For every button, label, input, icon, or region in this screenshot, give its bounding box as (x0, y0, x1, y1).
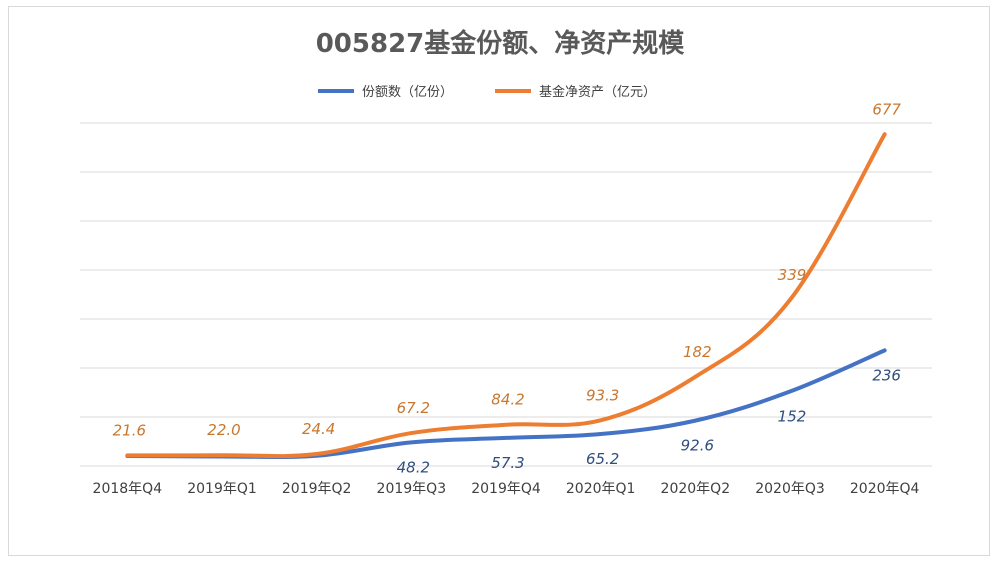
data-label-shares: 57.3 (491, 454, 524, 472)
legend-label-shares: 份额数（亿份） (362, 85, 453, 100)
series-line-nav (125, 132, 887, 459)
data-label-nav: 339 (778, 266, 807, 284)
data-label-shares: 65.2 (586, 450, 619, 468)
data-label-nav: 67.2 (397, 399, 430, 417)
x-axis-ticks: 2018年Q4 2019年Q1 2019年Q2 2019年Q3 2019年Q4 2020年… (93, 481, 920, 497)
series-lines (125, 132, 887, 460)
data-label-nav: 677 (872, 100, 901, 118)
x-tick-label: 2019年Q1 (187, 481, 257, 497)
chart-title: 005827基金份额、净资产规模 (316, 28, 686, 59)
x-tick-label: 2020年Q4 (850, 481, 920, 497)
legend: 份额数（亿份） 基金净资产（亿元） (318, 84, 656, 100)
legend-label-nav: 基金净资产（亿元） (539, 84, 656, 100)
data-label-nav: 21.6 (113, 421, 146, 439)
gridlines (80, 122, 932, 467)
x-tick-label: 2020年Q3 (755, 481, 825, 497)
x-tick-label: 2020年Q2 (661, 481, 731, 497)
data-label-shares: 236 (872, 366, 901, 384)
data-label-shares: 92.6 (681, 437, 714, 455)
data-label-nav: 182 (683, 343, 712, 361)
x-tick-label: 2019年Q4 (471, 481, 541, 497)
x-tick-label: 2018年Q4 (93, 481, 163, 497)
data-label-shares: 48.2 (397, 458, 430, 476)
data-label-nav: 84.2 (491, 391, 524, 409)
data-label-nav: 24.4 (302, 420, 335, 438)
x-tick-label: 2019年Q2 (282, 481, 352, 497)
chart-frame (8, 6, 990, 556)
x-tick-label: 2020年Q1 (566, 481, 636, 497)
x-tick-label: 2019年Q3 (377, 481, 447, 497)
data-label-nav: 22.0 (207, 421, 240, 439)
data-labels: 48.2 57.3 65.2 92.6 152 236 21.6 22.0 24.4 67.2 84… (113, 100, 902, 476)
data-label-nav: 93.3 (586, 386, 619, 404)
data-label-shares: 152 (778, 408, 807, 426)
